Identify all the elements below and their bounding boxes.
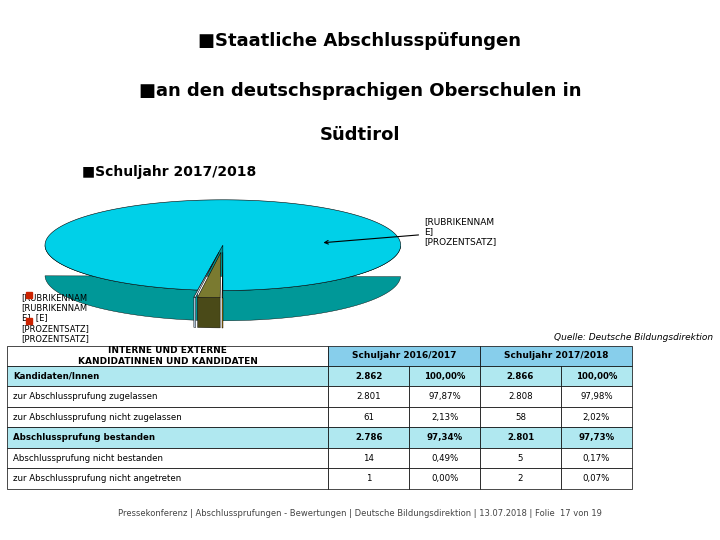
Bar [328,407,410,427]
Polygon shape [194,297,196,327]
Text: 2,02%: 2,02% [582,413,610,422]
Bar [480,407,561,427]
Text: 97,73%: 97,73% [578,433,614,442]
Text: Pressekonferenz | Abschlussprufungen - Bewertungen | Deutsche Bildungsdirektion : Pressekonferenz | Abschlussprufungen - B… [118,509,602,518]
Text: 2: 2 [518,474,523,483]
Text: 0,49%: 0,49% [431,454,459,463]
Polygon shape [45,246,400,321]
Bar [480,427,561,448]
Text: 2.866: 2.866 [507,372,534,381]
Bar [7,346,328,366]
Bar [7,407,328,427]
Text: 97,87%: 97,87% [428,392,461,401]
Bar [480,448,561,468]
Bar [410,407,480,427]
Text: Südtirol: Südtirol [320,126,400,144]
Bar [480,346,631,366]
Bar [7,387,328,407]
Text: 100,00%: 100,00% [424,372,465,381]
Text: Schuljahr 2016/2017: Schuljahr 2016/2017 [352,352,456,360]
Bar [410,427,480,448]
Text: 5: 5 [518,454,523,463]
Text: Abschlussprufung bestanden: Abschlussprufung bestanden [13,433,155,442]
Text: 2.786: 2.786 [355,433,382,442]
Text: 97,34%: 97,34% [427,433,463,442]
Polygon shape [45,200,400,291]
Text: 2.801: 2.801 [507,433,534,442]
Bar [328,427,410,448]
Bar [7,468,328,489]
Bar [561,427,631,448]
Bar [561,366,631,387]
Text: ■Staatliche Abschlusspüfungen: ■Staatliche Abschlusspüfungen [199,32,521,50]
Text: zur Abschlussprufung nicht zugelassen: zur Abschlussprufung nicht zugelassen [13,413,181,422]
Text: 0,00%: 0,00% [431,474,459,483]
Bar [410,468,480,489]
Polygon shape [198,297,220,328]
Text: 2.808: 2.808 [508,392,533,401]
Bar [7,366,328,387]
Text: 2,13%: 2,13% [431,413,459,422]
Bar [480,468,561,489]
Text: [RUBRIKENNAM
E]
[PROZENTSATZ]: [RUBRIKENNAM E] [PROZENTSATZ] [325,217,496,246]
Text: Kandidaten/Innen: Kandidaten/Innen [13,372,99,381]
Text: 97,98%: 97,98% [580,392,613,401]
Bar [7,427,328,448]
Text: Schuljahr 2017/2018: Schuljahr 2017/2018 [503,352,608,360]
Bar [328,346,480,366]
Text: 0,07%: 0,07% [582,474,610,483]
Bar [7,448,328,468]
Bar [410,366,480,387]
Polygon shape [194,252,219,297]
Text: zur Abschlussprufung nicht angetreten: zur Abschlussprufung nicht angetreten [13,474,181,483]
Text: 58: 58 [515,413,526,422]
Text: INTERNE UND EXTERNE
KANDIDATINNEN UND KANDIDATEN: INTERNE UND EXTERNE KANDIDATINNEN UND KA… [78,346,258,366]
Text: [RUBRIKENNAM
[RUBRIKENNAM
E]  [E]
[PROZENTSATZ]
[PROZENTSATZ]: [RUBRIKENNAM [RUBRIKENNAM E] [E] [PROZEN… [22,293,89,343]
Bar [328,366,410,387]
Text: 2.862: 2.862 [355,372,382,381]
Text: 100,00%: 100,00% [576,372,617,381]
Bar [561,387,631,407]
Text: 61: 61 [364,413,374,422]
Text: ■an den deutschsprachigen Oberschulen in: ■an den deutschsprachigen Oberschulen in [139,82,581,100]
Text: 2.801: 2.801 [356,392,381,401]
Text: 1: 1 [366,474,372,483]
Text: Quelle: Deutsche Bildungsdirektion: Quelle: Deutsche Bildungsdirektion [554,333,713,342]
Polygon shape [198,252,221,298]
Text: ■Schuljahr 2017/2018: ■Schuljahr 2017/2018 [82,165,257,179]
Bar [480,366,561,387]
Bar [480,387,561,407]
Bar [328,448,410,468]
Bar [561,448,631,468]
Text: 14: 14 [364,454,374,463]
Text: Abschlussprufung nicht bestanden: Abschlussprufung nicht bestanden [13,454,163,463]
Bar [328,468,410,489]
Text: zur Abschlussprufung zugelassen: zur Abschlussprufung zugelassen [13,392,158,401]
Bar [561,468,631,489]
Bar [561,407,631,427]
Bar [410,387,480,407]
Bar [410,448,480,468]
Text: 0,17%: 0,17% [582,454,610,463]
Bar [328,387,410,407]
